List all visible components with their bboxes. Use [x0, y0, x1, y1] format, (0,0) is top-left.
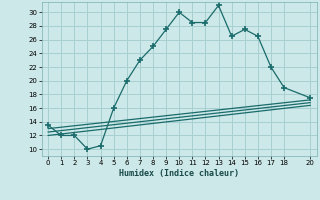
- X-axis label: Humidex (Indice chaleur): Humidex (Indice chaleur): [119, 169, 239, 178]
